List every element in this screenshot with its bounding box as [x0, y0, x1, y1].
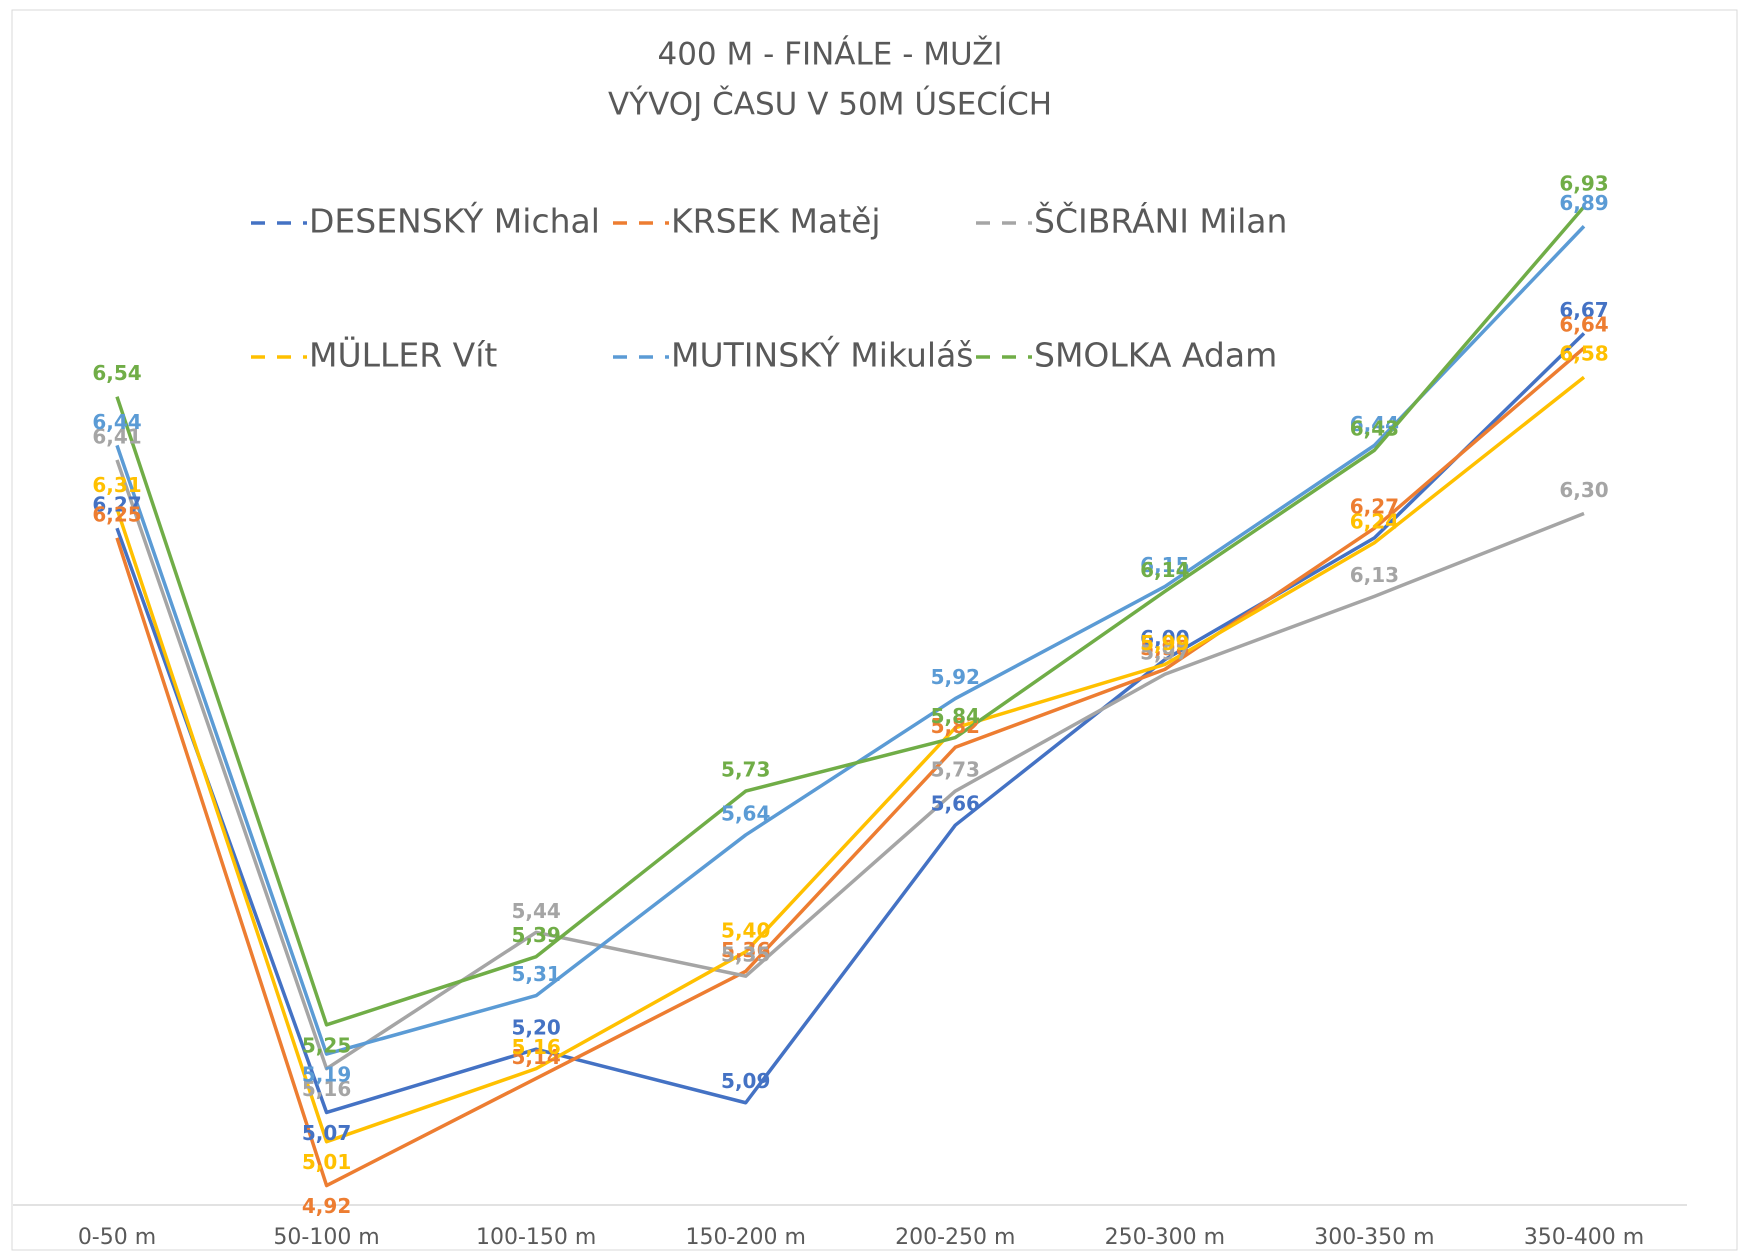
- data-label: 6,31: [92, 473, 141, 497]
- data-label: 5,25: [302, 1033, 351, 1057]
- data-label: 4,92: [302, 1194, 351, 1218]
- data-label: 5,97: [1140, 641, 1189, 665]
- x-tick-label: 100-150 m: [476, 1225, 596, 1250]
- legend-label: SMOLKA Adam: [1034, 336, 1277, 375]
- x-tick-label: 150-200 m: [686, 1225, 806, 1250]
- chart-title: 400 M - FINÁLE - MUŽI: [657, 37, 1002, 73]
- data-label: 6,44: [92, 410, 141, 434]
- x-tick-label: 0-50 m: [78, 1225, 156, 1250]
- chart-subtitle: VÝVOJ ČASU V 50M ÚSECÍCH: [608, 86, 1052, 123]
- data-label: 6,14: [1140, 558, 1189, 582]
- data-label: 6,54: [92, 361, 141, 385]
- data-label: 6,30: [1559, 478, 1608, 502]
- data-label: 5,44: [511, 899, 560, 923]
- data-label: 6,13: [1350, 563, 1399, 587]
- legend-label: MUTINSKÝ Mikuláš: [671, 335, 974, 375]
- legend-label: DESENSKÝ Michal: [309, 201, 600, 241]
- data-label: 5,20: [511, 1016, 560, 1040]
- data-label: 5,16: [511, 1035, 560, 1059]
- data-label: 6,89: [1559, 191, 1608, 215]
- x-tick-label: 300-350 m: [1314, 1225, 1434, 1250]
- data-label: 6,44: [1350, 412, 1399, 436]
- data-label: 6,58: [1559, 342, 1608, 366]
- data-label: 5,40: [721, 918, 770, 942]
- series-line: [115, 375, 1586, 1144]
- data-label: 5,07: [302, 1121, 351, 1145]
- data-label: 6,27: [92, 493, 141, 517]
- data-label: 5,73: [931, 758, 980, 782]
- data-label: 5,99: [1140, 631, 1189, 655]
- data-label: 6,00: [1140, 626, 1189, 650]
- data-label: 5,92: [931, 665, 980, 689]
- data-label: 5,82: [931, 714, 980, 738]
- data-label: 5,09: [721, 1069, 770, 1093]
- data-label: 6,93: [1559, 171, 1608, 195]
- data-label: 5,14: [511, 1045, 560, 1069]
- data-label: 5,98: [1140, 636, 1189, 660]
- data-label: 5,19: [302, 1063, 351, 1087]
- series-line: [115, 205, 1586, 1027]
- series-line: [115, 332, 1586, 1115]
- data-label: 5,73: [721, 758, 770, 782]
- data-label: 5,16: [302, 1077, 351, 1101]
- data-label: 5,01: [302, 1150, 351, 1174]
- data-label: 5,66: [931, 792, 980, 816]
- chart-border: [11, 9, 1738, 1251]
- legend-label: MÜLLER Vít: [309, 335, 497, 375]
- data-label: 5,35: [721, 943, 770, 967]
- legend-label: ŠČIBRÁNI Milan: [1034, 201, 1287, 241]
- data-label: 6,15: [1140, 553, 1189, 577]
- data-label: 6,67: [1559, 298, 1608, 322]
- data-label: 6,25: [92, 502, 141, 526]
- legend-label: KRSEK Matěj: [671, 202, 881, 241]
- x-tick-label: 50-100 m: [273, 1225, 379, 1250]
- data-label: 6,41: [92, 424, 141, 448]
- x-tick-label: 350-400 m: [1524, 1225, 1644, 1250]
- data-label: 6,43: [1350, 417, 1399, 441]
- x-tick-label: 250-300 m: [1105, 1225, 1225, 1250]
- data-label: 5,31: [511, 962, 560, 986]
- data-label: 5,64: [721, 801, 770, 825]
- data-label: 6,27: [1350, 495, 1399, 519]
- series-line: [115, 346, 1586, 1188]
- x-tick-label: 200-250 m: [895, 1225, 1015, 1250]
- data-label: 6,64: [1559, 312, 1608, 336]
- data-label: 5,39: [511, 923, 560, 947]
- series-line: [115, 225, 1586, 1056]
- data-label: 6,24: [1350, 509, 1399, 533]
- data-label: 5,36: [721, 938, 770, 962]
- data-label: 5,84: [931, 704, 980, 728]
